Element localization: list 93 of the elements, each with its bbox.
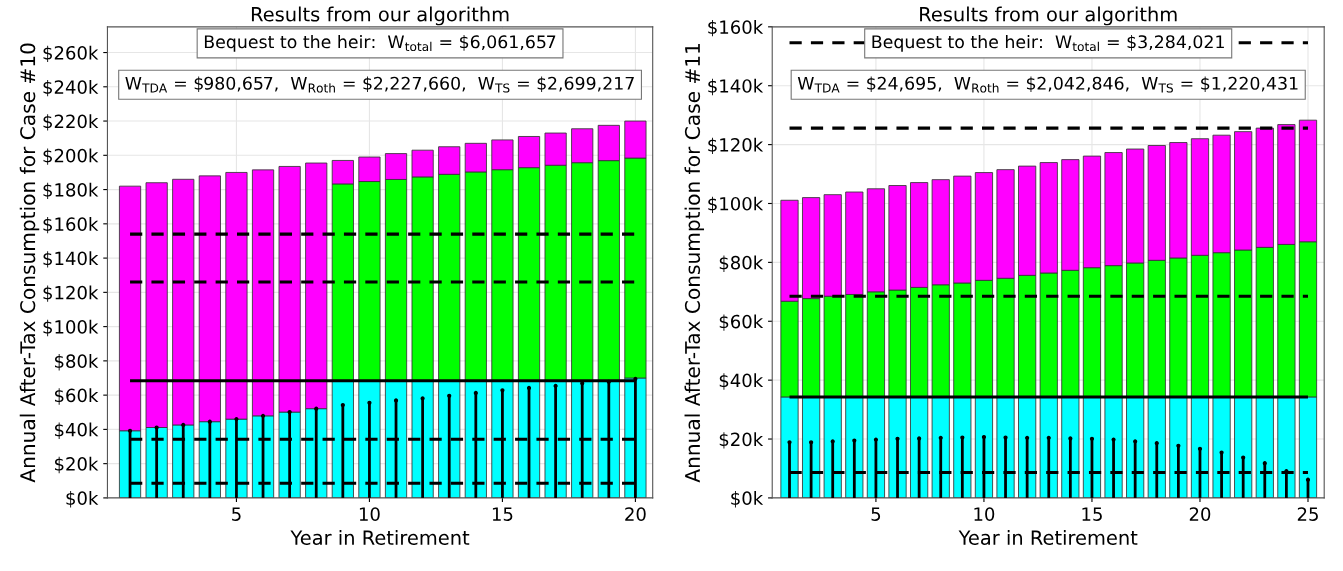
x-axis-title: Year in Retirement bbox=[290, 529, 470, 546]
y-tick-label: $180k bbox=[43, 182, 99, 200]
point bbox=[393, 398, 399, 403]
y-tick-label: $160k bbox=[43, 216, 99, 234]
point bbox=[234, 417, 239, 422]
point bbox=[1176, 443, 1181, 448]
point bbox=[1111, 437, 1116, 442]
point bbox=[447, 393, 452, 398]
y-tick-label: $140k bbox=[43, 251, 99, 268]
y-tick-label: $40k bbox=[54, 422, 99, 439]
point bbox=[1262, 461, 1267, 466]
point bbox=[917, 436, 922, 441]
y-tick-label: $40k bbox=[719, 373, 764, 390]
x-tick-label: 15 bbox=[492, 507, 513, 521]
chart-title: Results from our algorithm bbox=[251, 6, 509, 26]
point bbox=[526, 385, 532, 391]
bar bbox=[1082, 396, 1102, 498]
y-tick-label: $140k bbox=[708, 78, 764, 96]
point bbox=[830, 439, 835, 444]
annotation: Bequest to the heir: W$_{total}$ = $3,284,021 bbox=[872, 34, 1224, 52]
x-tick-label: 20 bbox=[1189, 507, 1211, 521]
point bbox=[314, 406, 319, 411]
point bbox=[633, 376, 638, 381]
point bbox=[938, 435, 943, 440]
point bbox=[1219, 450, 1224, 455]
x-tick-label: 5 bbox=[871, 507, 881, 521]
point bbox=[154, 425, 159, 430]
point bbox=[367, 400, 372, 405]
x-axis-title: Year in Retirement bbox=[958, 529, 1138, 546]
y-axis-title: Annual After-Tax Consumption for Case #11 bbox=[684, 43, 705, 483]
point bbox=[181, 422, 186, 428]
point bbox=[1197, 446, 1203, 451]
point bbox=[895, 436, 900, 441]
bar bbox=[1255, 396, 1274, 498]
point bbox=[787, 440, 792, 445]
y-tick-label: $0k bbox=[66, 491, 99, 508]
y-tick-label: $20k bbox=[54, 456, 99, 474]
point bbox=[852, 438, 857, 443]
y-tick-label: $60k bbox=[719, 314, 764, 331]
y-tick-label: $120k bbox=[708, 137, 764, 155]
y-tick-label: $260k bbox=[43, 45, 99, 63]
bar bbox=[1277, 396, 1296, 498]
point bbox=[809, 440, 814, 445]
point bbox=[606, 379, 611, 384]
y-tick-label: $200k bbox=[43, 148, 99, 165]
bar bbox=[1234, 396, 1253, 498]
point bbox=[473, 390, 478, 395]
point bbox=[287, 410, 292, 415]
y-tick-label: $60k bbox=[54, 388, 99, 405]
y-axis-title: Annual After-Tax Consumption for Case #10 bbox=[19, 43, 40, 483]
y-tick-label: $240k bbox=[43, 79, 99, 97]
y-tick-label: $20k bbox=[719, 432, 764, 449]
x-tick-label: 10 bbox=[359, 507, 380, 521]
point bbox=[1305, 477, 1311, 482]
annotation: W$_{TDA}$ = $24,695, W$_{Roth}$ = $2,042,846, W$_{TS}$ = $1,220,431 bbox=[797, 76, 1298, 93]
y-tick-label: $80k bbox=[719, 255, 764, 272]
point bbox=[1003, 435, 1008, 440]
point bbox=[873, 437, 879, 442]
bar bbox=[1190, 396, 1210, 498]
point bbox=[1133, 439, 1138, 444]
point bbox=[420, 396, 425, 401]
point bbox=[500, 388, 505, 393]
annotation: Bequest to the heir: W$_{total}$ = $6,061,657 bbox=[204, 34, 556, 52]
point bbox=[960, 435, 965, 440]
x-tick-label: 25 bbox=[1297, 507, 1318, 521]
point bbox=[981, 434, 987, 440]
y-tick-label: $120k bbox=[43, 285, 99, 302]
annotation: W$_{TDA}$ = $980,657, W$_{Roth}$ = $2,227,660, W$_{TS}$ = $2,699,217 bbox=[125, 76, 634, 93]
y-tick-label: $100k bbox=[43, 319, 99, 337]
point bbox=[1025, 435, 1030, 440]
point bbox=[1241, 455, 1246, 460]
x-tick-label: 15 bbox=[1082, 507, 1102, 521]
point bbox=[1154, 441, 1159, 446]
y-tick-label: $220k bbox=[43, 114, 99, 131]
x-tick-label: 5 bbox=[232, 507, 241, 521]
chart-title: Results from our algorithm bbox=[920, 6, 1177, 26]
point bbox=[553, 383, 558, 388]
point bbox=[127, 428, 133, 433]
point bbox=[340, 402, 345, 408]
point bbox=[580, 381, 585, 386]
point bbox=[1046, 435, 1051, 440]
point bbox=[260, 413, 266, 418]
y-tick-label: $160k bbox=[708, 19, 764, 37]
x-tick-label: 10 bbox=[974, 507, 995, 521]
bar bbox=[974, 396, 993, 498]
y-tick-label: $80k bbox=[54, 354, 99, 371]
point bbox=[207, 419, 212, 424]
bar bbox=[866, 396, 885, 498]
x-tick-label: 20 bbox=[625, 507, 646, 521]
y-tick-label: $100k bbox=[708, 196, 764, 213]
point bbox=[1089, 436, 1095, 441]
y-tick-label: $0k bbox=[731, 491, 764, 508]
point bbox=[1068, 436, 1073, 441]
